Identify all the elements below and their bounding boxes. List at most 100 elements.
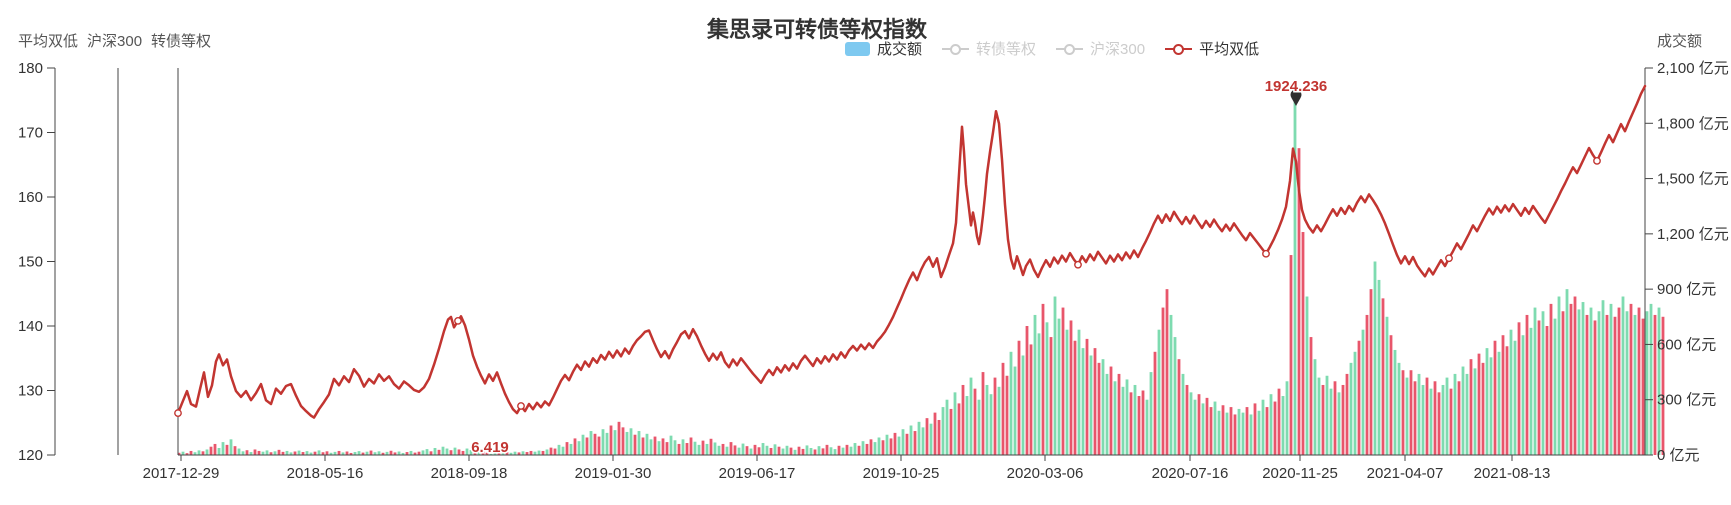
volume-bar (261, 451, 265, 455)
volume-bar (713, 442, 717, 455)
volume-bar (1113, 381, 1117, 455)
volume-bar (1237, 408, 1241, 455)
volume-bar (1361, 329, 1365, 455)
volume-bar (509, 452, 513, 455)
volume-bar (1401, 370, 1405, 455)
volume-bar (1473, 368, 1477, 455)
volume-bar (193, 452, 197, 455)
volume-bar (841, 447, 845, 455)
volume-bar (269, 452, 273, 455)
legend-item-bond-equal-weight[interactable]: 转债等权 (942, 38, 1036, 59)
volume-bar (505, 452, 509, 455)
volume-bar (1285, 381, 1289, 455)
volume-bar (669, 435, 673, 455)
volume-bar (1041, 303, 1045, 455)
volume-bar (1153, 351, 1157, 455)
volume-bar (1117, 373, 1121, 455)
volume-bar (1369, 289, 1373, 455)
volume-bar (577, 441, 581, 455)
chart-title: 集思录可转债等权指数 (706, 17, 928, 42)
volume-bar (1105, 373, 1109, 455)
volume-bar (1033, 314, 1037, 455)
volume-bar (1533, 307, 1537, 455)
volume-bar (1309, 337, 1313, 455)
y-axis-tick-label: 180 (18, 60, 43, 77)
volume-bar (609, 425, 613, 455)
volume-bar (1257, 410, 1261, 455)
volume-bar (469, 450, 473, 455)
volume-bar (665, 442, 669, 455)
volume-bar (825, 444, 829, 455)
legend-item-volume[interactable]: 成交额 (845, 38, 922, 59)
volume-bar (489, 453, 493, 455)
volume-bar (1509, 329, 1513, 455)
legend-item-avg-double-low[interactable]: 平均双低 (1165, 38, 1259, 59)
y-axis-tick-label: 130 (18, 383, 43, 400)
volume-bar (1353, 351, 1357, 455)
volume-bar (709, 438, 713, 455)
volume-bar (1461, 366, 1465, 455)
volume-bar (465, 448, 469, 455)
volume-bar (213, 443, 217, 455)
volume-bar (1065, 329, 1069, 455)
volume-bar (1325, 375, 1329, 455)
volume-bar (593, 433, 597, 455)
x-axis-tick-label: 2018-05-16 (287, 465, 364, 482)
volume-bar (381, 452, 385, 455)
volume-bar (789, 447, 793, 455)
volume-bar (673, 440, 677, 455)
volume-bar (309, 452, 313, 455)
volume-bar (1441, 384, 1445, 455)
volume-bar (733, 445, 737, 455)
volume-bar (429, 451, 433, 455)
volume-bar (797, 446, 801, 455)
volume-bar (1417, 373, 1421, 455)
volume-bar (985, 384, 989, 455)
legend-label-volume: 成交额 (877, 41, 923, 58)
volume-bar (337, 450, 341, 455)
volume-bar (945, 399, 949, 455)
volume-bar (649, 439, 653, 455)
legend-item-hs300[interactable]: 沪深300 (1056, 38, 1145, 59)
volume-bar (1637, 307, 1641, 455)
volume-bar (917, 421, 921, 455)
volume-bar (925, 418, 929, 455)
volume-bar (1641, 318, 1645, 455)
volume-bar (1341, 384, 1345, 455)
volume-bar (581, 434, 585, 455)
volume-bar (1005, 375, 1009, 455)
legend-label-bond-equal-weight: 转债等权 (976, 41, 1037, 58)
volume-bar (625, 431, 629, 455)
volume-bar (741, 443, 745, 455)
volume-bar (441, 446, 445, 455)
volume-bar (1513, 340, 1517, 455)
y-axis-tick-label: 150 (18, 254, 43, 271)
x-axis-tick-label: 2021-04-07 (1367, 465, 1444, 482)
volume-bar (369, 450, 373, 455)
volume-bar (1517, 322, 1521, 455)
price-line-marker (1074, 260, 1082, 269)
volume-bar (1485, 348, 1489, 455)
y-axis-tick-label: 600 亿元 (1657, 336, 1716, 353)
volume-bar (693, 441, 697, 455)
volume-bar (809, 447, 813, 455)
volume-bar (1181, 373, 1185, 455)
volume-legend-swatch-icon (845, 41, 870, 56)
price-line-marker (1445, 254, 1453, 263)
volume-bar (721, 443, 725, 455)
volume-bar (1497, 351, 1501, 455)
volume-bar (1397, 362, 1401, 455)
volume-bar (1085, 338, 1089, 455)
volume-bar (597, 436, 601, 455)
volume-bar (949, 408, 953, 455)
volume-bar (1093, 348, 1097, 455)
volume-bar (317, 450, 321, 455)
axis-name-hushen300: 沪深300 (87, 33, 143, 50)
volume-bar (869, 439, 873, 455)
min-value-label: 6.419 (471, 439, 509, 456)
volume-bar (1453, 373, 1457, 455)
volume-bar (617, 421, 621, 455)
volume-bar (1217, 410, 1221, 455)
price-line (176, 84, 1647, 419)
volume-bar (573, 438, 577, 455)
